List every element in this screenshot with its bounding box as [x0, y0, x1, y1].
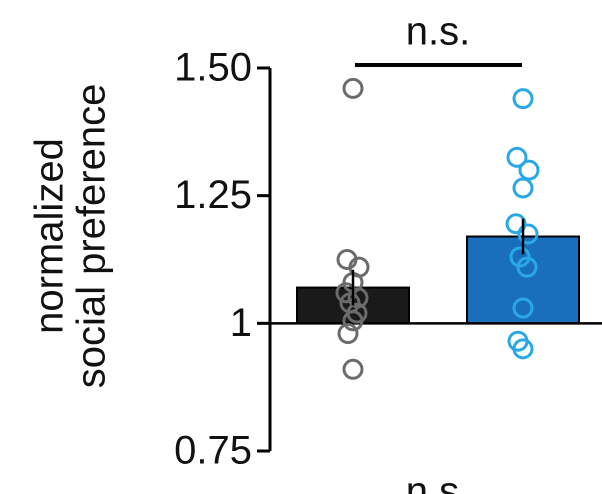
- data-point: [512, 88, 534, 110]
- y-tick-label: 1: [230, 301, 252, 345]
- annotation: n.s.: [406, 10, 470, 54]
- data-point: [517, 223, 539, 245]
- data-point: [342, 77, 364, 99]
- annotation: n.s.: [406, 470, 470, 494]
- y-label-line: social preference: [70, 84, 114, 389]
- y-tick-label: 1.25: [174, 173, 252, 217]
- y-label-line: normalized: [28, 138, 72, 334]
- data-point: [335, 282, 357, 304]
- data-point: [505, 213, 527, 235]
- data-point: [337, 323, 359, 345]
- data-point: [512, 177, 534, 199]
- data-point: [518, 159, 540, 181]
- data-point: [512, 338, 534, 360]
- data-point: [342, 310, 364, 332]
- data-point: [512, 297, 534, 319]
- y-tick-label: 0.75: [174, 429, 252, 473]
- y-axis-title: normalized social preference: [28, 84, 114, 389]
- y-tick-label: 1.50: [174, 46, 252, 90]
- data-point: [342, 358, 364, 380]
- data-point: [506, 146, 528, 168]
- data-point: [516, 256, 538, 278]
